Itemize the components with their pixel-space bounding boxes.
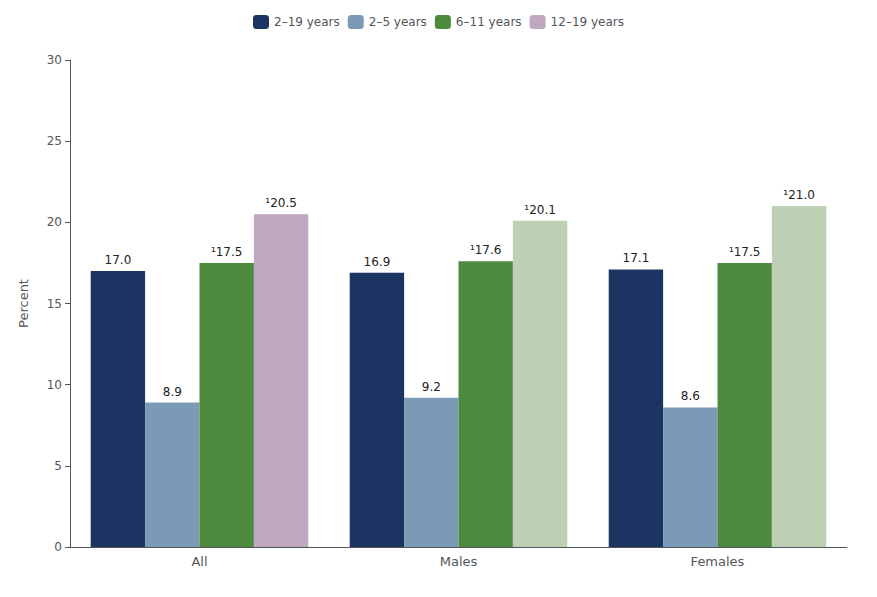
svg-text:9.2: 9.2 (422, 380, 441, 394)
svg-text:6–11 years: 6–11 years (456, 15, 522, 29)
svg-text:All: All (191, 554, 207, 569)
svg-text:30: 30 (47, 53, 62, 67)
svg-text:Males: Males (440, 554, 478, 569)
svg-text:12–19 years: 12–19 years (551, 15, 624, 29)
svg-text:10: 10 (47, 378, 62, 392)
svg-text:8.9: 8.9 (163, 385, 182, 399)
svg-text:5: 5 (54, 459, 62, 473)
svg-text:8.6: 8.6 (681, 389, 700, 403)
svg-text:0: 0 (54, 540, 62, 554)
svg-text:2–5 years: 2–5 years (369, 15, 427, 29)
svg-text:17.1: 17.1 (623, 251, 650, 265)
svg-text:¹17.5: ¹17.5 (729, 245, 761, 259)
svg-text:¹20.1: ¹20.1 (524, 203, 556, 217)
svg-text:¹17.5: ¹17.5 (211, 245, 243, 259)
svg-text:¹17.6: ¹17.6 (470, 243, 502, 257)
svg-text:¹21.0: ¹21.0 (783, 188, 815, 202)
svg-text:16.9: 16.9 (364, 255, 391, 269)
svg-text:25: 25 (47, 134, 62, 148)
svg-text:17.0: 17.0 (105, 253, 132, 267)
svg-text:20: 20 (47, 215, 62, 229)
svg-text:Females: Females (691, 554, 745, 569)
svg-text:¹20.5: ¹20.5 (265, 196, 297, 210)
svg-text:15: 15 (47, 297, 62, 311)
svg-text:Percent: Percent (16, 279, 31, 328)
svg-text:2–19 years: 2–19 years (274, 15, 340, 29)
